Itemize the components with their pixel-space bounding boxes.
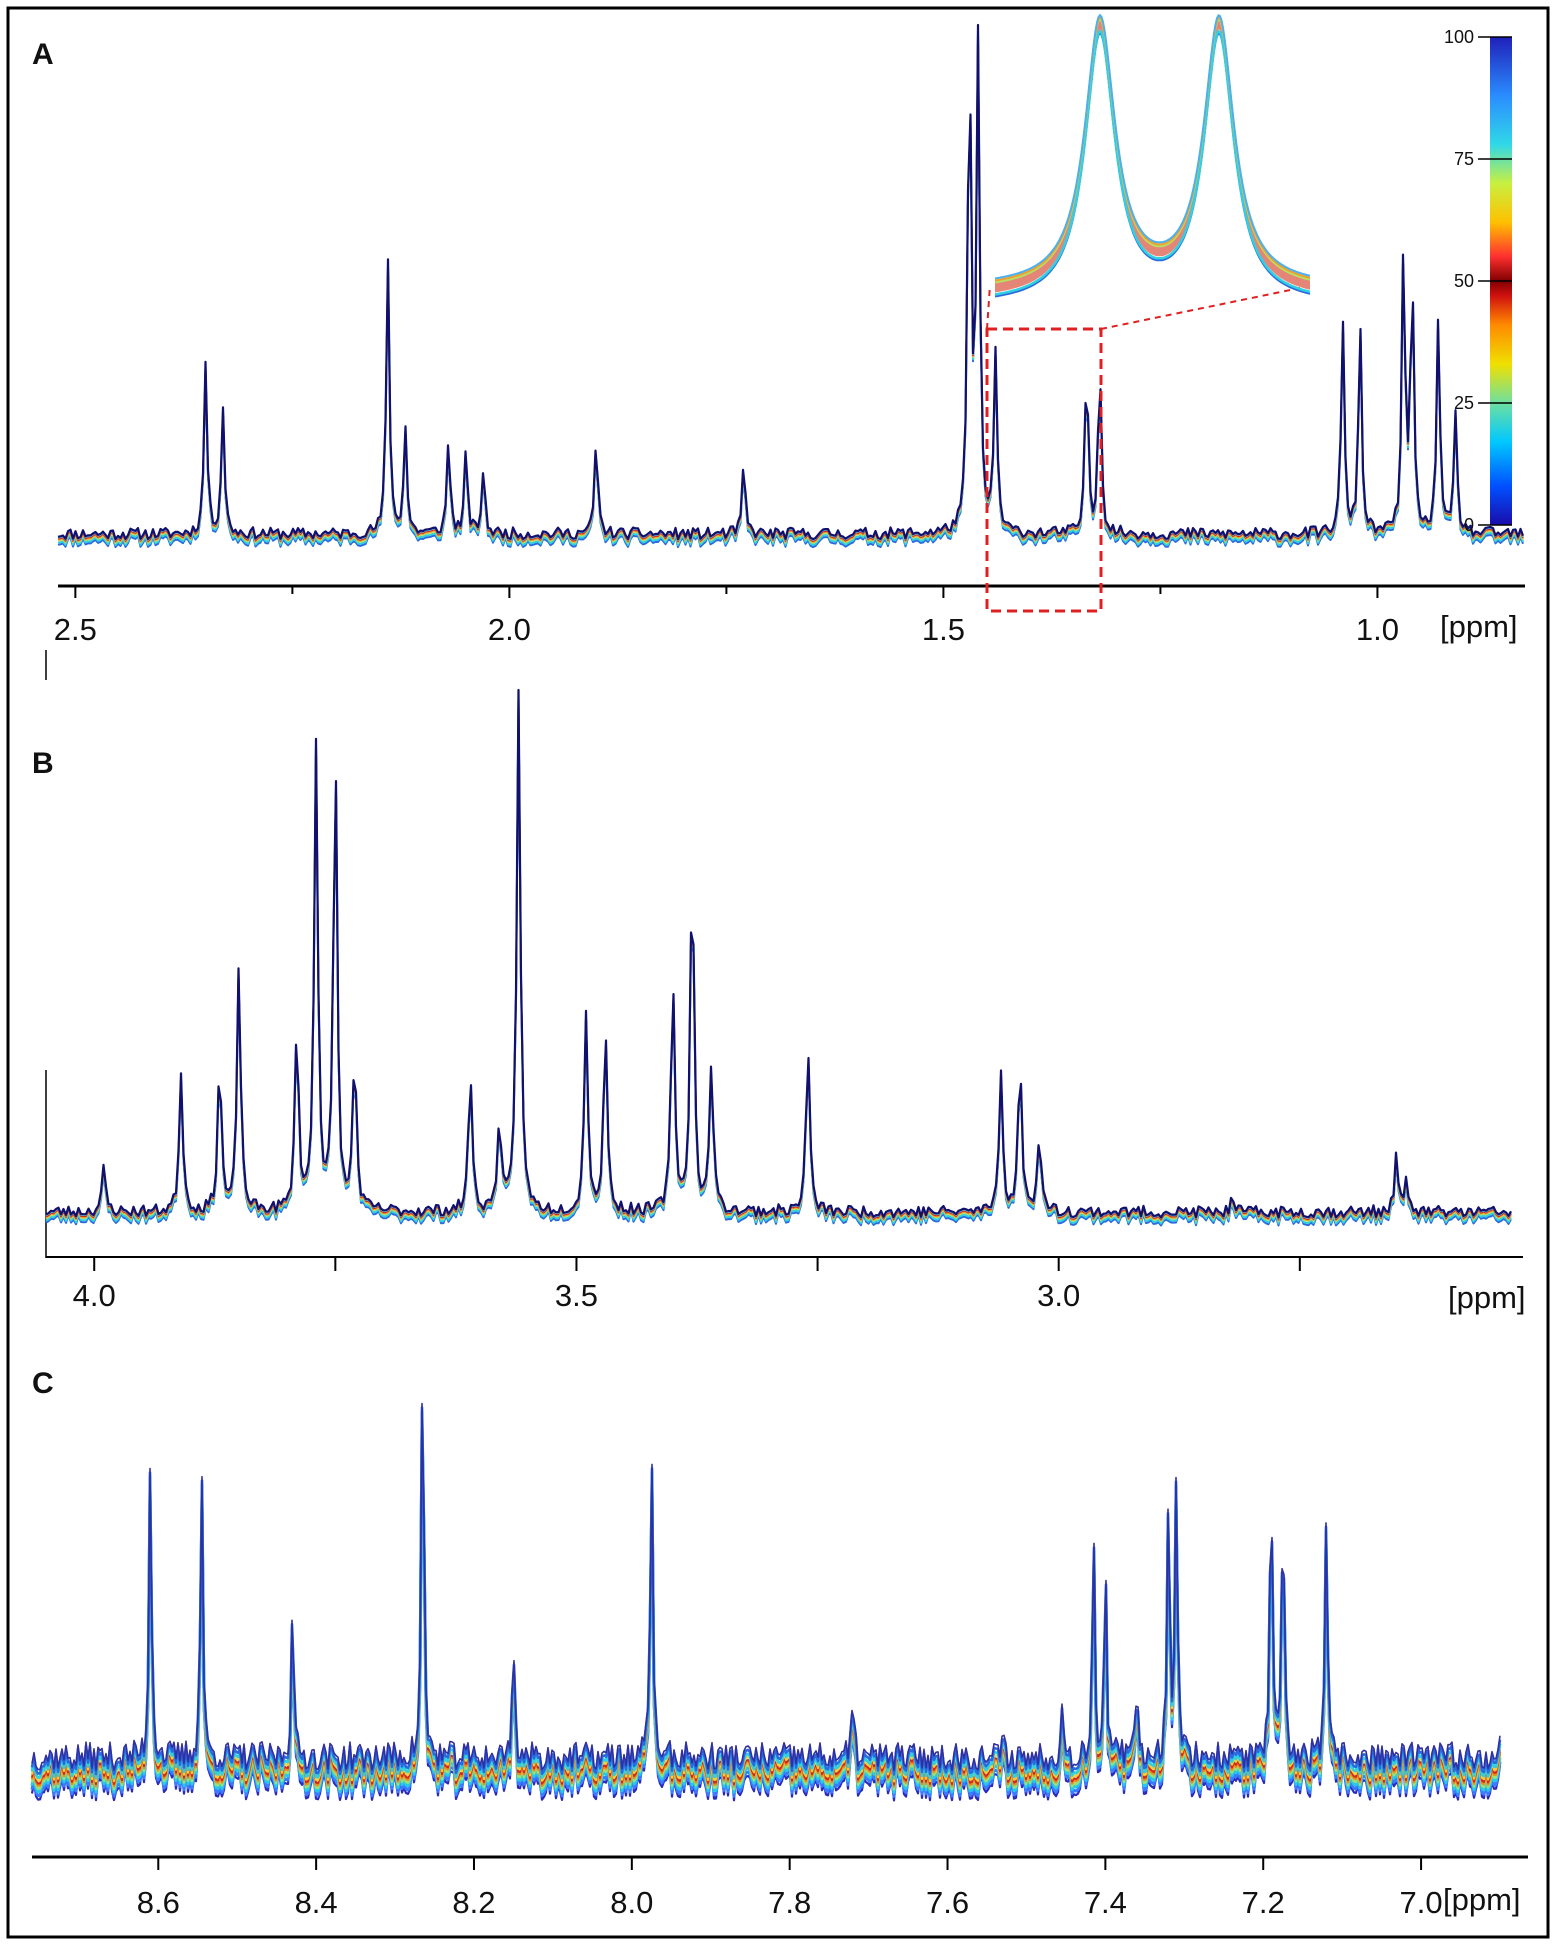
x-tick-label: 7.0 xyxy=(1400,1885,1443,1920)
spectrum-trace-layer-1 xyxy=(30,1428,1502,1798)
x-tick-label: 3.5 xyxy=(555,1278,598,1313)
x-tick-label: 7.2 xyxy=(1242,1885,1285,1920)
panel-b: 4.0 3.5 3.0 [ppm] xyxy=(45,688,1526,1315)
panel-a: 2.5 2.0 1.5 1.0 [ppm] 0 25 50 75 100 xyxy=(45,13,1525,680)
x-tick-label: 8.2 xyxy=(452,1885,495,1920)
inset-trace-layer-1 xyxy=(994,29,1311,296)
panel-b-x-label: [ppm] xyxy=(1448,1280,1526,1315)
x-tick-label: 1.5 xyxy=(922,612,965,647)
colorbar-ticks: 0 25 50 75 100 xyxy=(1444,27,1512,535)
panel-label-c: C xyxy=(32,1367,54,1400)
panel-a-spectra xyxy=(57,23,1525,549)
x-tick-label: 8.4 xyxy=(295,1885,338,1920)
spectrum-trace-layer-9 xyxy=(31,1402,1501,1772)
spectrum-trace-layer-2 xyxy=(30,1424,1502,1794)
spectrum-trace-layer-1 xyxy=(45,695,1512,1225)
inset-trace-top xyxy=(994,13,1311,280)
colorbar-tick-label: 50 xyxy=(1454,271,1474,291)
colorbar-tick-label: 0 xyxy=(1464,515,1474,535)
x-tick-label: 8.0 xyxy=(610,1885,653,1920)
spectrum-trace-layer-3 xyxy=(45,692,1512,1222)
spectrum-trace-layer-2 xyxy=(45,693,1512,1223)
panel-label-b: B xyxy=(32,747,54,780)
colorbar-tick-label: 75 xyxy=(1454,149,1474,169)
zoom-inset xyxy=(994,13,1311,298)
panel-c-spectra xyxy=(30,1402,1502,1802)
spectrum-trace-layer-6 xyxy=(45,688,1512,1219)
colorbar: 0 25 50 75 100 xyxy=(1444,27,1512,535)
panel-label-a: A xyxy=(32,38,54,71)
inset-band xyxy=(995,17,1310,293)
spectrum-trace-layer-5 xyxy=(45,690,1512,1220)
x-tick-label: 2.5 xyxy=(54,612,97,647)
panel-c-ticks: 8.6 8.4 8.2 8.0 7.8 7.6 7.4 7.2 7.0 xyxy=(137,1857,1443,1920)
colorbar-tick-label: 100 xyxy=(1444,27,1474,47)
panel-c-x-label: [ppm] xyxy=(1443,1882,1521,1917)
x-tick-label: 2.0 xyxy=(488,612,531,647)
x-tick-label: 4.0 xyxy=(73,1278,116,1313)
spectrum-trace-layer-4 xyxy=(45,691,1512,1221)
x-tick-label: 1.0 xyxy=(1356,612,1399,647)
x-tick-label: 7.6 xyxy=(926,1885,969,1920)
spectrum-trace-layer-0 xyxy=(57,32,1524,549)
panel-b-ticks: 4.0 3.5 3.0 xyxy=(73,1257,1301,1313)
colorbar-tick-label: 25 xyxy=(1454,393,1474,413)
zoom-leader-right xyxy=(1100,287,1301,330)
panel-a-ticks: 2.5 2.0 1.5 1.0 xyxy=(54,586,1399,647)
x-tick-label: 8.6 xyxy=(137,1885,180,1920)
x-tick-label: 7.8 xyxy=(768,1885,811,1920)
spectrum-trace-layer-1 xyxy=(57,30,1524,547)
x-tick-label: 7.4 xyxy=(1084,1885,1127,1920)
panel-b-spectra xyxy=(45,688,1512,1227)
x-tick-label: 3.0 xyxy=(1037,1278,1080,1313)
zoom-leader-left xyxy=(986,284,991,330)
zoom-region-box xyxy=(985,327,1103,613)
spectrum-trace-layer-6 xyxy=(57,23,1525,541)
panel-a-x-label: [ppm] xyxy=(1440,609,1518,644)
figure-border xyxy=(6,6,1550,1939)
spectrum-trace-layer-0 xyxy=(45,697,1512,1227)
panel-c: 8.6 8.4 8.2 8.0 7.8 7.6 7.4 7.2 7.0 [ppm] xyxy=(30,1402,1528,1920)
